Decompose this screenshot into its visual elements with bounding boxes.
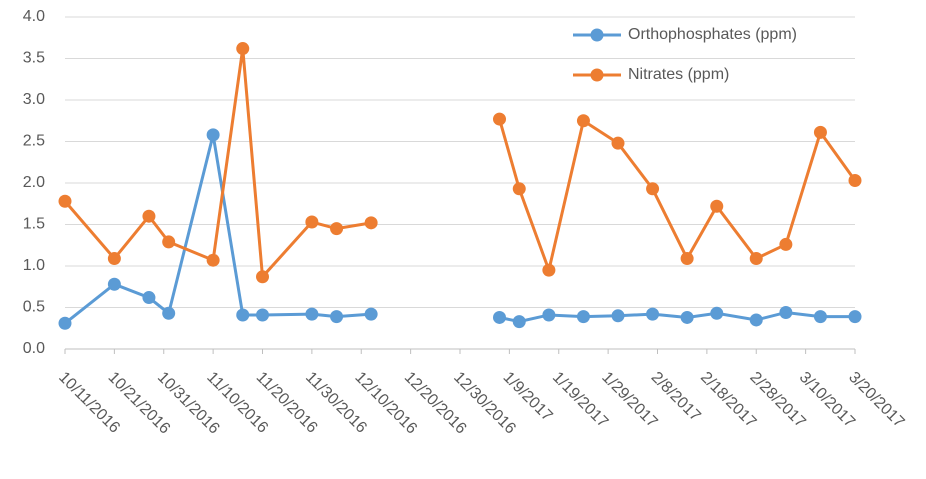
data-point xyxy=(58,316,72,330)
data-point xyxy=(779,305,793,319)
data-point xyxy=(542,308,556,322)
data-point xyxy=(162,235,176,249)
data-point xyxy=(749,313,763,327)
data-point xyxy=(493,310,506,324)
y-tick-label: 2.0 xyxy=(23,174,45,191)
series-line xyxy=(64,134,855,325)
data-point xyxy=(779,237,793,251)
data-point xyxy=(493,112,506,126)
data-point xyxy=(305,215,319,229)
data-point xyxy=(710,199,724,213)
data-point xyxy=(611,309,625,323)
data-point xyxy=(256,308,269,322)
data-point xyxy=(710,306,724,320)
data-point xyxy=(576,310,590,324)
data-point xyxy=(646,182,660,196)
data-point xyxy=(813,310,827,324)
legend-marker xyxy=(590,28,604,42)
data-point xyxy=(611,136,625,150)
data-point xyxy=(256,270,269,284)
data-point xyxy=(330,310,344,324)
legend-marker xyxy=(590,68,604,82)
data-point xyxy=(330,222,344,236)
data-point xyxy=(142,209,156,223)
y-tick-label: 0.5 xyxy=(23,299,45,316)
y-tick-label: 3.0 xyxy=(23,91,45,108)
data-point xyxy=(236,308,250,322)
data-point xyxy=(813,125,827,139)
data-point xyxy=(848,310,862,324)
data-point xyxy=(646,307,660,321)
data-point xyxy=(576,114,590,128)
data-point xyxy=(848,174,862,188)
data-point xyxy=(305,307,319,321)
y-tick-label: 1.5 xyxy=(23,216,45,233)
y-tick-label: 3.5 xyxy=(23,50,45,67)
data-point xyxy=(680,310,694,324)
data-point xyxy=(206,253,220,267)
data-point xyxy=(749,252,763,266)
legend-label: Orthophosphates (ppm) xyxy=(628,26,797,43)
data-point xyxy=(58,194,72,208)
data-point xyxy=(107,277,121,291)
y-tick-label: 1.0 xyxy=(23,257,45,274)
data-point xyxy=(206,128,220,142)
data-point xyxy=(236,42,250,56)
data-point xyxy=(542,263,556,277)
data-point xyxy=(364,307,378,321)
data-point xyxy=(107,252,121,266)
data-point xyxy=(680,252,694,266)
y-tick-label: 4.0 xyxy=(23,8,45,25)
data-point xyxy=(364,216,378,230)
y-tick-label: 0.0 xyxy=(23,340,45,357)
data-point xyxy=(162,306,176,320)
data-point xyxy=(512,182,526,196)
legend-label: Nitrates (ppm) xyxy=(628,66,729,83)
y-tick-label: 2.5 xyxy=(23,133,45,150)
data-point xyxy=(512,315,526,329)
data-point xyxy=(142,291,156,305)
series-line xyxy=(63,48,857,281)
